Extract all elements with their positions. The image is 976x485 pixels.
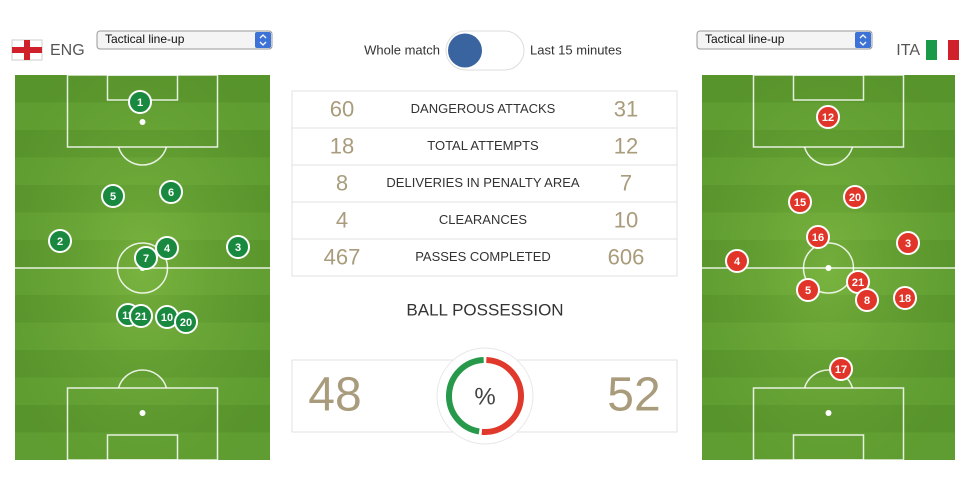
player-number: 7 <box>143 253 149 265</box>
stat-label: TOTAL ATTEMPTS <box>427 138 539 153</box>
percent-symbol: % <box>474 383 495 410</box>
team-name: ENG <box>50 42 85 59</box>
player-number: 6 <box>168 187 174 199</box>
player-marker <box>48 229 72 253</box>
pitch-spot <box>825 265 832 271</box>
player-number: 4 <box>164 243 171 255</box>
pitch-line <box>116 242 169 294</box>
player-marker <box>174 310 198 334</box>
stat-label: CLEARANCES <box>439 212 527 227</box>
period-toggle[interactable] <box>445 30 525 71</box>
possession-arc <box>446 357 484 435</box>
pitch-line <box>117 369 168 389</box>
player-number: 10 <box>161 312 173 324</box>
player-marker <box>788 190 812 214</box>
possession-arc <box>481 357 524 435</box>
pitch-spot <box>139 410 146 416</box>
pitch-line <box>117 146 168 166</box>
select-label: Tactical line-up <box>705 32 785 46</box>
stat-label: DELIVERIES IN PENALTY AREA <box>386 175 579 190</box>
player-marker <box>159 180 183 204</box>
eng-flag <box>11 39 43 61</box>
player-number: 5 <box>805 285 811 297</box>
player-number: 20 <box>849 192 861 204</box>
player-number: 21 <box>135 311 147 323</box>
player-marker <box>796 278 820 302</box>
player-number: 4 <box>734 256 741 268</box>
team-name: ITA <box>896 42 920 59</box>
stat-away: 12 <box>614 133 638 158</box>
player-number: 18 <box>899 293 911 305</box>
player-marker <box>896 231 920 255</box>
player-marker <box>725 249 749 273</box>
stat-label: DANGEROUS ATTACKS <box>411 101 556 116</box>
player-number: 1 <box>137 97 143 109</box>
player-number: 2 <box>57 236 63 248</box>
stat-home: 4 <box>336 207 348 232</box>
home-possession: 48 <box>308 369 361 422</box>
player-number: 8 <box>864 295 870 307</box>
player-number: 20 <box>180 317 192 329</box>
player-marker <box>134 246 158 270</box>
player-marker <box>816 105 840 129</box>
player-number: 5 <box>110 191 116 203</box>
player-marker <box>101 184 125 208</box>
player-marker <box>893 286 917 310</box>
player-number: 17 <box>835 364 847 376</box>
player-marker <box>829 357 853 381</box>
pitch-line <box>803 146 854 166</box>
stats-table <box>291 90 678 277</box>
possession-title: BALL POSSESSION <box>406 300 563 319</box>
player-number: 12 <box>822 112 834 124</box>
player-number: 3 <box>905 238 911 250</box>
player-number: 16 <box>812 232 824 244</box>
stat-home: 60 <box>330 96 354 121</box>
pitch-line <box>792 74 865 101</box>
toggle-label: Whole match <box>364 42 440 57</box>
away-possession: 52 <box>607 369 660 422</box>
player-number: 11 <box>122 310 134 322</box>
player-marker <box>155 236 179 260</box>
pitch-spot <box>825 410 832 416</box>
stat-away: 7 <box>620 170 632 195</box>
ita-flag <box>926 40 959 60</box>
player-marker <box>226 235 250 259</box>
lineup-select[interactable]: Tactical line-up <box>96 30 273 50</box>
player-marker <box>806 225 830 249</box>
toggle-label: Last 15 minutes <box>530 42 622 57</box>
stat-away: 31 <box>614 96 638 121</box>
pitch-line <box>792 434 865 461</box>
stat-label: PASSES COMPLETED <box>415 249 551 264</box>
stat-home: 8 <box>336 170 348 195</box>
stat-home: 18 <box>330 133 354 158</box>
player-number: 15 <box>794 197 806 209</box>
stat-away: 606 <box>608 244 645 269</box>
pitch-line <box>803 369 854 389</box>
pitch <box>702 74 955 461</box>
player-number: 3 <box>235 242 241 254</box>
stat-home: 467 <box>324 244 361 269</box>
player-marker <box>843 185 867 209</box>
player-marker <box>855 288 879 312</box>
select-label: Tactical line-up <box>105 32 185 46</box>
pitch-line <box>802 242 855 294</box>
pitch-spot <box>139 119 146 125</box>
player-number: 21 <box>852 277 864 289</box>
pitch-line <box>106 434 179 461</box>
player-marker <box>129 304 153 328</box>
stat-away: 10 <box>614 207 638 232</box>
lineup-select[interactable]: Tactical line-up <box>696 30 873 50</box>
player-marker <box>128 90 152 114</box>
